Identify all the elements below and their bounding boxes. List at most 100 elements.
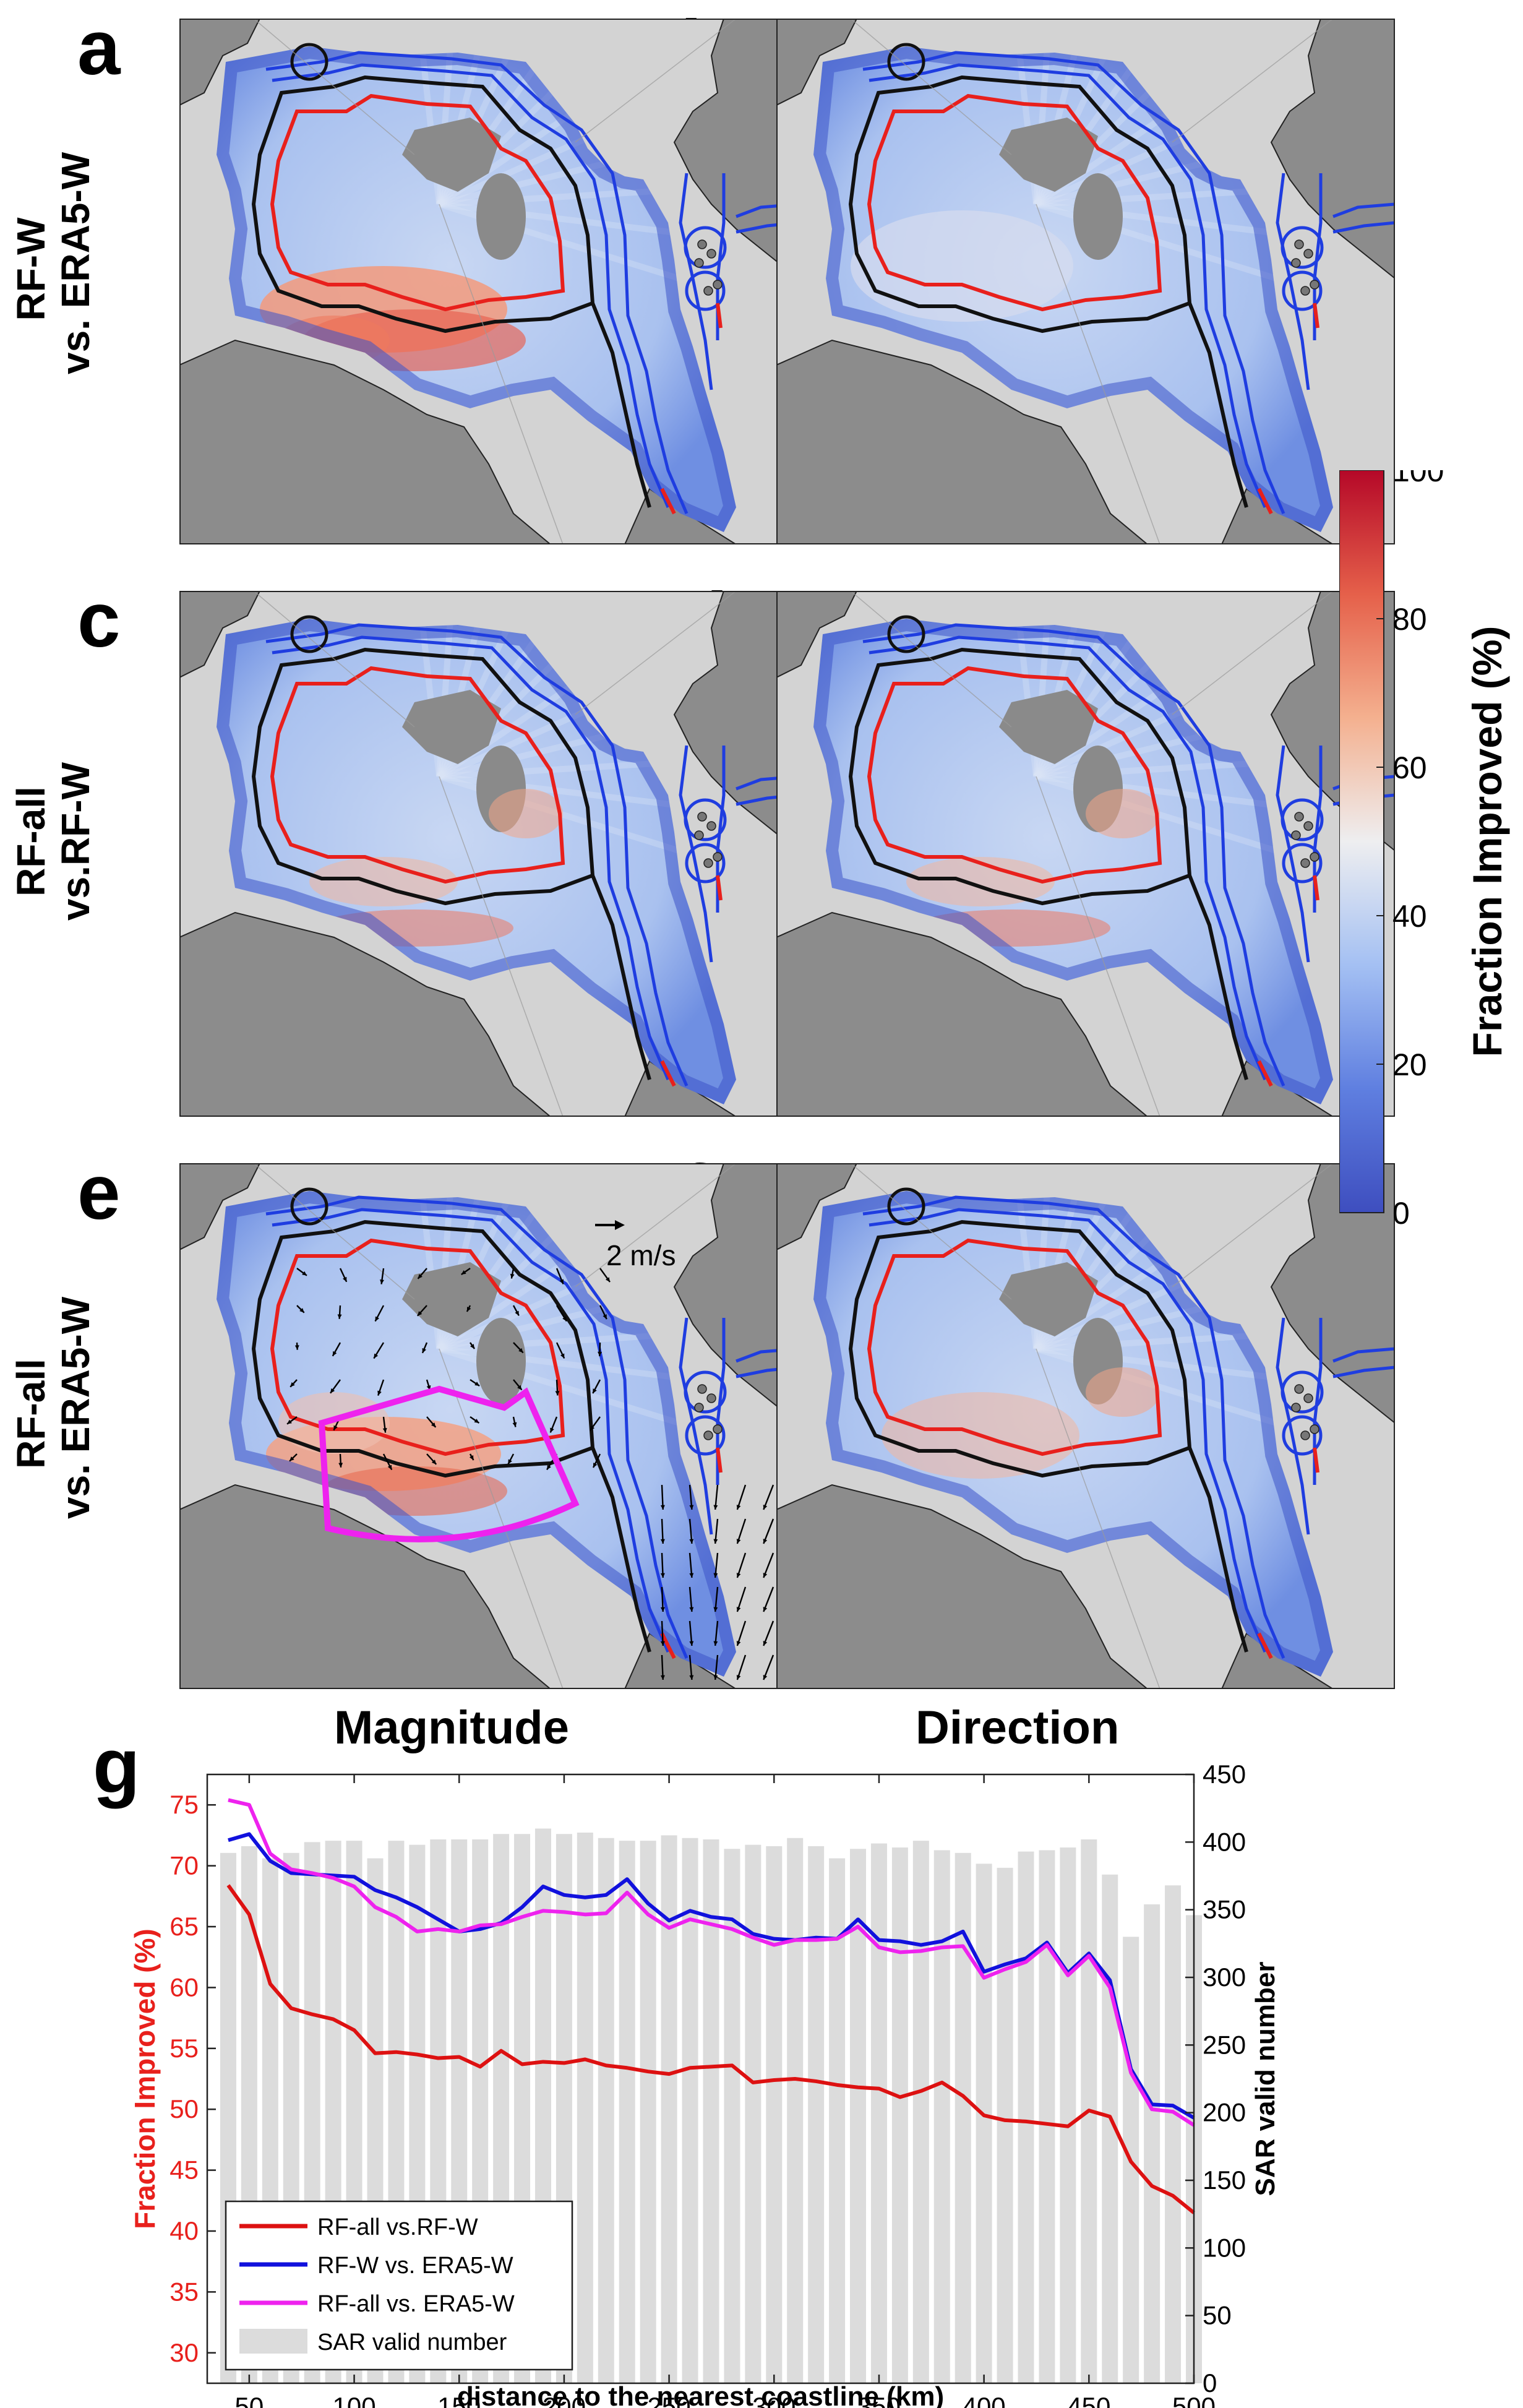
sar-bar <box>724 1849 740 2383</box>
x-tick-label: 100 <box>333 2392 376 2408</box>
y-right-tick-label: 350 <box>1203 1895 1246 1924</box>
sar-bar <box>1039 1850 1055 2383</box>
series-line-3 <box>228 1798 1195 2127</box>
graticule <box>850 591 1334 1117</box>
map-frame <box>776 19 1395 544</box>
row-label-1: RF-W vs. ERA5-W <box>9 152 102 374</box>
map-panel-e: 2 m/s <box>179 1163 798 1689</box>
legend-entry-label: RF-all vs. ERA5-W <box>317 2291 515 2317</box>
colorbar-tick-label: 100 <box>1392 470 1444 488</box>
map-panel-a <box>179 19 798 544</box>
y-right-tick-label: 50 <box>1203 2301 1232 2330</box>
colorbar-label: Fraction Improved (%) <box>1464 626 1510 1057</box>
y-right-tick-label: 450 <box>1203 1760 1246 1789</box>
map-b-svg <box>776 19 1395 544</box>
y-right-axis-label: SAR valid number <box>1250 1962 1281 2196</box>
x-tick-label: 350 <box>857 2392 901 2408</box>
graticule <box>850 19 1334 544</box>
panel-letter-e: e <box>77 1150 121 1236</box>
colorbar-gradient <box>1339 470 1384 1213</box>
wind-vectors <box>286 1268 774 1680</box>
x-tick-label: 50 <box>235 2392 264 2408</box>
row-label-3-line1: RF-all <box>9 1359 53 1469</box>
legend-entry-label: RF-all vs.RF-W <box>317 2214 478 2240</box>
panel-letter-a: a <box>77 5 121 91</box>
sar-bar <box>1144 1904 1160 2383</box>
map-a-svg <box>179 19 798 544</box>
sar-bar <box>870 1843 887 2383</box>
y-left-tick-label: 60 <box>169 1972 199 2002</box>
sar-bar <box>850 1849 867 2383</box>
y-left-tick-label: 50 <box>169 2094 199 2123</box>
map-panel-b <box>776 19 1395 544</box>
sar-bar <box>997 1867 1013 2383</box>
sar-bar <box>1165 1885 1182 2383</box>
x-tick-label: 250 <box>648 2392 691 2408</box>
sar-bar <box>891 1847 908 2383</box>
colorbar-tick-label: 0 <box>1392 1196 1410 1225</box>
sar-bar <box>619 1841 635 2383</box>
sar-bar <box>808 1846 825 2383</box>
islands <box>694 812 723 868</box>
colorbar-tick-label: 20 <box>1392 1047 1427 1082</box>
sar-bar <box>682 1838 698 2383</box>
islands <box>1291 1384 1319 1440</box>
sar-bar <box>933 1850 950 2383</box>
y-left-axis-label: Fraction Improved (%) <box>129 1929 161 2229</box>
row-label-2: RF-all vs.RF-W <box>9 736 102 947</box>
series-line-2 <box>228 1832 1195 2120</box>
sar-bar <box>787 1838 804 2383</box>
legend-entry-label: SAR valid number <box>317 2329 507 2355</box>
sar-bar <box>640 1841 656 2383</box>
series-line-1 <box>226 1884 1195 2214</box>
y-left-tick-label: 35 <box>169 2277 199 2306</box>
distance-contours <box>848 51 1285 514</box>
legend-swatch-bar <box>239 2329 307 2354</box>
panel-letter-g: g <box>93 1723 140 1809</box>
sar-bar <box>1060 1847 1076 2383</box>
map-panel-f <box>776 1163 1395 1689</box>
colorbar: 0 20 40 60 80 100 Fraction Improved (%) <box>1339 470 1510 1225</box>
map-f-svg <box>776 1163 1395 1689</box>
map-frame <box>776 1163 1395 1689</box>
axes-frame <box>206 1773 1195 2384</box>
y-right-tick-label: 200 <box>1203 2098 1246 2127</box>
chart-g: 50 100 150 200 250 300 350 400 450 50030354045505… <box>129 1760 1281 2408</box>
map-c-svg <box>179 591 798 1117</box>
y-left-tick-label: 70 <box>169 1851 199 1880</box>
graticule <box>253 591 737 1117</box>
y-left-tick-label: 75 <box>169 1790 199 1819</box>
distance-contours <box>848 623 1285 1086</box>
graticule <box>253 1163 737 1689</box>
sar-bar <box>912 1841 929 2383</box>
row-label-3: RF-all vs. ERA5-W <box>9 1297 102 1519</box>
map-panel-d <box>776 591 1395 1117</box>
column-label-direction: Direction <box>916 1701 1120 1754</box>
row-label-2-line2: vs.RF-W <box>53 762 98 921</box>
map-panel-c <box>179 591 798 1117</box>
graticule <box>253 19 737 544</box>
distance-contours <box>251 51 689 514</box>
sar-bar <box>1018 1851 1034 2383</box>
vector-scale-arrowhead <box>615 1220 625 1230</box>
x-tick-label: 500 <box>1172 2392 1216 2408</box>
y-right-tick-label: 400 <box>1203 1827 1246 1856</box>
row-label-1-line2: vs. ERA5-W <box>53 152 98 374</box>
x-tick-label: 200 <box>543 2392 586 2408</box>
islands <box>694 239 723 296</box>
x-tick-label: 300 <box>752 2392 796 2408</box>
sar-bar <box>766 1846 783 2383</box>
distance-contours <box>848 1195 1285 1659</box>
x-tick-label: 400 <box>963 2392 1006 2408</box>
sar-bar <box>703 1839 719 2383</box>
y-right-tick-label: 250 <box>1203 2030 1246 2059</box>
sar-bar <box>829 1858 846 2383</box>
sar-bar <box>598 1838 614 2383</box>
channel-contours <box>1276 1317 1395 1535</box>
colorbar-tick-label: 80 <box>1392 602 1427 637</box>
x-axis-label: distance to the nearest coastline (km) <box>457 2381 944 2408</box>
sar-bar <box>745 1844 762 2383</box>
legend: RF-all vs.RF-W RF-W vs. ERA5-W RF-all vs. … <box>225 2200 573 2371</box>
vector-scale-label: 2 m/s <box>606 1239 676 1271</box>
y-left-tick-label: 40 <box>169 2216 199 2245</box>
